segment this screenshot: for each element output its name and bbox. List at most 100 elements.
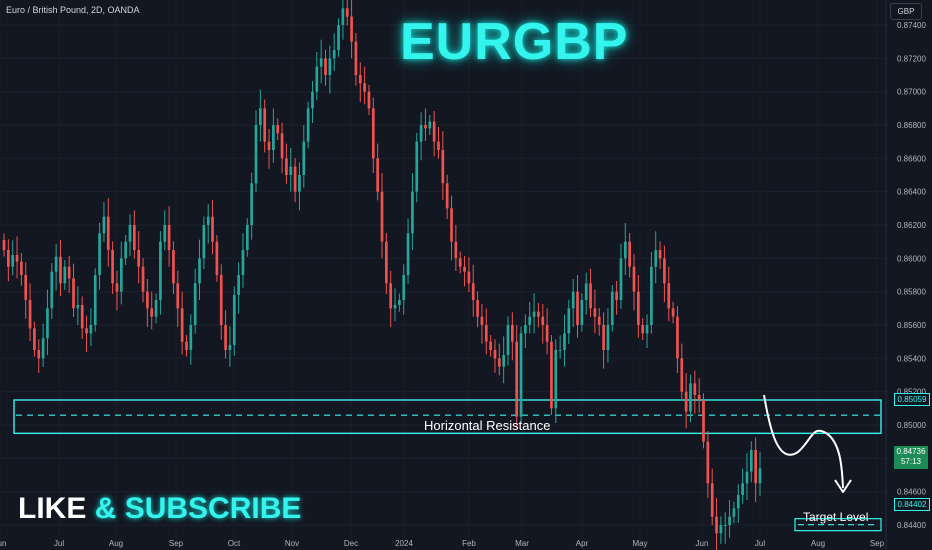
candle-body xyxy=(541,316,545,325)
candle-body xyxy=(510,325,514,342)
candle-body xyxy=(519,333,523,417)
candle-body xyxy=(471,283,475,300)
candle-body xyxy=(723,525,727,526)
x-tick-label: Apr xyxy=(576,539,589,548)
y-tick-label: 0.85200 xyxy=(897,388,926,397)
candle-body xyxy=(228,345,232,350)
candle-body xyxy=(367,91,371,109)
candle-body xyxy=(554,350,558,409)
candle-body xyxy=(54,256,58,272)
candle-body xyxy=(467,271,471,284)
candle-body xyxy=(189,325,193,350)
candle-body xyxy=(441,150,445,184)
like-subscribe-banner: LIKE & SUBSCRIBE xyxy=(18,492,301,526)
candle-body xyxy=(80,305,84,329)
target-zone-box xyxy=(794,518,882,532)
candle-body xyxy=(597,316,601,325)
candle-body xyxy=(72,278,75,309)
candle-body xyxy=(363,83,366,92)
candle-body xyxy=(497,358,501,367)
candle-body xyxy=(719,525,723,534)
candle-body xyxy=(185,341,188,350)
candle-body xyxy=(211,216,214,242)
last-price-value: 0.84736 xyxy=(896,447,926,456)
y-tick-label: 0.85400 xyxy=(897,354,926,363)
resistance-label: Horizontal Resistance xyxy=(424,418,551,433)
candle-body xyxy=(293,166,297,192)
candle-body xyxy=(232,295,236,345)
candle-body xyxy=(289,166,293,175)
candle-body xyxy=(319,58,323,67)
candle-body xyxy=(206,216,210,225)
candle-body xyxy=(102,216,106,234)
candle-body xyxy=(332,50,336,59)
x-tick-label: Aug xyxy=(109,539,123,548)
candle-body xyxy=(715,516,718,534)
candle-body xyxy=(654,250,658,267)
candle-body xyxy=(267,141,271,150)
candle-body xyxy=(384,241,388,284)
y-tick-label: 0.85000 xyxy=(897,421,926,430)
candle-body xyxy=(445,183,449,209)
candle-body xyxy=(237,275,240,295)
x-tick-label: Feb xyxy=(462,539,476,548)
candle-body xyxy=(50,271,54,309)
candle-body xyxy=(398,300,401,305)
candle-body xyxy=(98,233,101,275)
candle-body xyxy=(428,121,432,129)
candle-body xyxy=(450,208,453,242)
x-tick-label: Nov xyxy=(285,539,299,548)
like-text: LIKE xyxy=(18,492,87,525)
candle-body xyxy=(24,275,28,300)
candle-body xyxy=(515,341,519,417)
candle-body xyxy=(658,250,662,259)
candle-body xyxy=(380,191,384,242)
candle-body xyxy=(697,395,701,400)
candle-body xyxy=(437,141,440,150)
candle-body xyxy=(124,241,128,259)
target-price-tag: 0.84402 xyxy=(894,498,930,511)
candle-body xyxy=(141,266,145,292)
projection-arrowhead xyxy=(834,479,852,493)
candle-body xyxy=(628,241,632,267)
candle-body xyxy=(545,325,549,342)
candle-body xyxy=(311,91,314,109)
candles xyxy=(2,0,762,550)
candle-body xyxy=(324,58,327,75)
candle-body xyxy=(371,108,375,159)
candle-body xyxy=(663,258,666,284)
x-tick-label: 2024 xyxy=(395,539,413,548)
x-tick-label: Oct xyxy=(228,539,241,548)
candle-body xyxy=(593,308,597,317)
resistance-price-tag: 0.85059 xyxy=(894,393,930,406)
y-tick-label: 0.86400 xyxy=(897,188,926,197)
countdown-value: 57:13 xyxy=(900,457,922,466)
candle-body xyxy=(732,508,736,517)
candle-body xyxy=(306,108,310,142)
ampersand-text: & xyxy=(94,492,117,525)
candle-body xyxy=(315,66,319,92)
y-tick-label: 0.86600 xyxy=(897,154,926,163)
candle-body xyxy=(710,483,714,517)
candle-body xyxy=(463,266,466,272)
candle-body xyxy=(146,291,149,309)
candle-body xyxy=(693,383,697,395)
candle-body xyxy=(389,283,393,309)
candle-body xyxy=(758,468,762,484)
candle-body xyxy=(458,258,462,267)
candle-body xyxy=(480,316,484,325)
candle-body xyxy=(645,325,649,334)
candle-body xyxy=(150,308,154,317)
candle-body xyxy=(37,350,41,359)
candle-body xyxy=(224,325,227,350)
x-tick-label: Sep xyxy=(169,539,184,548)
x-tick-label: Jun xyxy=(696,539,709,548)
y-tick-label: 0.86200 xyxy=(897,221,926,230)
candle-body xyxy=(650,266,653,325)
candle-body xyxy=(280,133,284,159)
candle-body xyxy=(132,225,136,250)
currency-button[interactable]: GBP xyxy=(890,3,922,20)
